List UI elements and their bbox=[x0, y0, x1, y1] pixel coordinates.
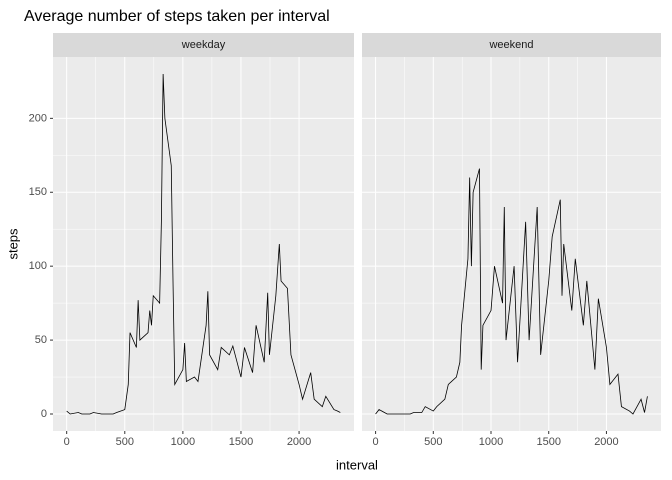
x-tick-label: 1000 bbox=[479, 436, 503, 448]
x-tick-label: 500 bbox=[116, 436, 134, 448]
x-tick-label: 2000 bbox=[287, 436, 311, 448]
strip-label: weekend bbox=[488, 39, 533, 51]
strip bbox=[53, 33, 354, 57]
x-tick-label: 1500 bbox=[536, 436, 560, 448]
x-tick-label: 2000 bbox=[594, 436, 618, 448]
panel-background bbox=[53, 57, 354, 431]
strip bbox=[362, 33, 661, 57]
chart-title: Average number of steps taken per interv… bbox=[24, 8, 330, 25]
line bbox=[66, 73, 341, 415]
y-axis-title: steps bbox=[5, 228, 20, 260]
line bbox=[375, 168, 648, 415]
y-tick-label: 100 bbox=[29, 260, 47, 272]
x-tick-label: 0 bbox=[373, 436, 379, 448]
panel-background bbox=[362, 57, 661, 431]
x-axis-title: interval bbox=[336, 457, 378, 472]
y-tick-label: 0 bbox=[41, 408, 47, 420]
y-tick-label: 150 bbox=[29, 186, 47, 198]
x-tick-label: 1500 bbox=[229, 436, 253, 448]
x-tick-label: 0 bbox=[64, 436, 70, 448]
y-tick-label: 50 bbox=[35, 334, 47, 346]
x-tick-label: 500 bbox=[424, 436, 442, 448]
x-tick-label: 1000 bbox=[171, 436, 195, 448]
y-tick-label: 200 bbox=[29, 112, 47, 124]
strip-label: weekday bbox=[181, 39, 226, 51]
